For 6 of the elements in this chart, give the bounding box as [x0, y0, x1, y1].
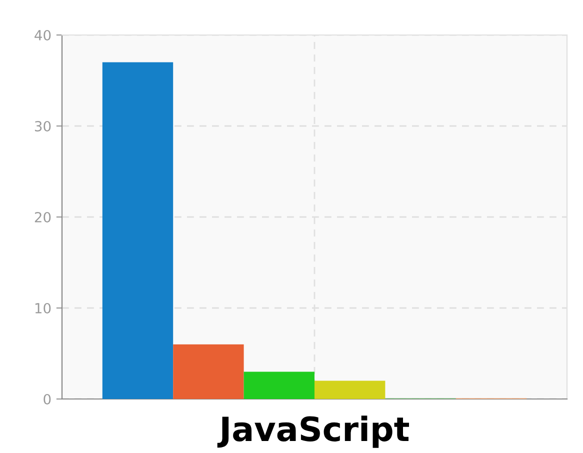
y-tick-label: 20	[34, 212, 51, 222]
y-tick-label: 40	[34, 30, 51, 40]
x-axis-title: JavaScript	[217, 416, 410, 448]
y-tick-label: 0	[44, 394, 51, 404]
y-tick-label: 30	[34, 120, 51, 132]
y-tick-label: 10	[35, 302, 51, 314]
